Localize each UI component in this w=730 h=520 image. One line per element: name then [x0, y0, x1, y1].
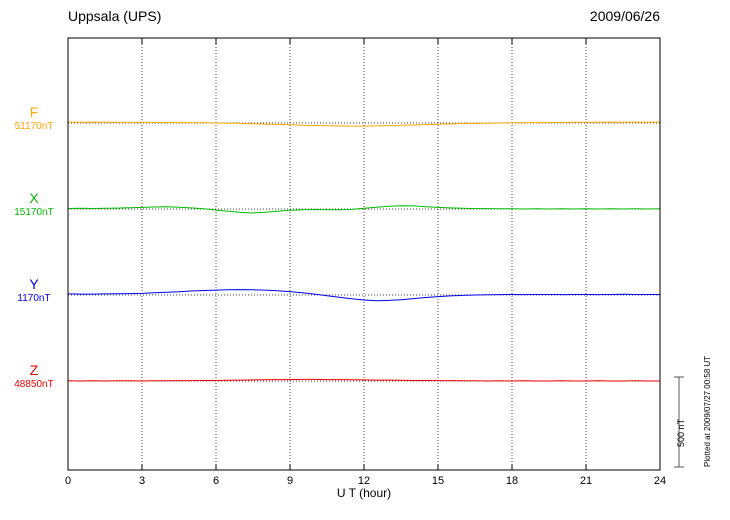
channel-label-x: X 15170nT: [4, 190, 64, 219]
x-tick-label: 0: [65, 475, 71, 487]
x-axis-label: U T (hour): [336, 486, 392, 500]
channel-baseline-value: 15170nT: [14, 207, 54, 218]
channel-name: Y: [29, 276, 39, 292]
channel-label-f: F 51170nT: [4, 104, 64, 133]
trace-z: [67, 378, 660, 382]
channel-baseline-value: 1170nT: [17, 293, 51, 304]
channel-baseline-value: 48850nT: [14, 379, 54, 390]
channel-name: F: [29, 104, 39, 120]
channel-label-z: Z 48850nT: [4, 362, 64, 391]
plotted-at-label: Plotted at 2009/07/27 00:58 UT: [703, 355, 712, 467]
trace-y: [67, 289, 660, 302]
station-title: Uppsala (UPS): [68, 8, 162, 24]
x-tick-label: 24: [654, 475, 666, 487]
x-tick-label: 9: [287, 475, 293, 487]
date-label: 2009/06/26: [589, 8, 660, 24]
channel-name: X: [29, 190, 39, 206]
x-tick-label: 15: [432, 475, 444, 487]
x-tick-label: 18: [506, 475, 518, 487]
channel-baseline-value: 51170nT: [14, 121, 54, 132]
x-tick-label: 12: [358, 475, 370, 487]
channel-name: Z: [29, 362, 39, 378]
scale-bar-label: 500 nT: [676, 418, 686, 447]
channel-label-y: Y 1170nT: [4, 276, 64, 305]
x-tick-label: 6: [213, 475, 219, 487]
trace-x: [67, 205, 661, 214]
plot-frame: [67, 37, 661, 471]
x-tick-label: 3: [139, 475, 145, 487]
trace-f: [67, 121, 661, 127]
x-tick-label: 21: [580, 475, 592, 487]
